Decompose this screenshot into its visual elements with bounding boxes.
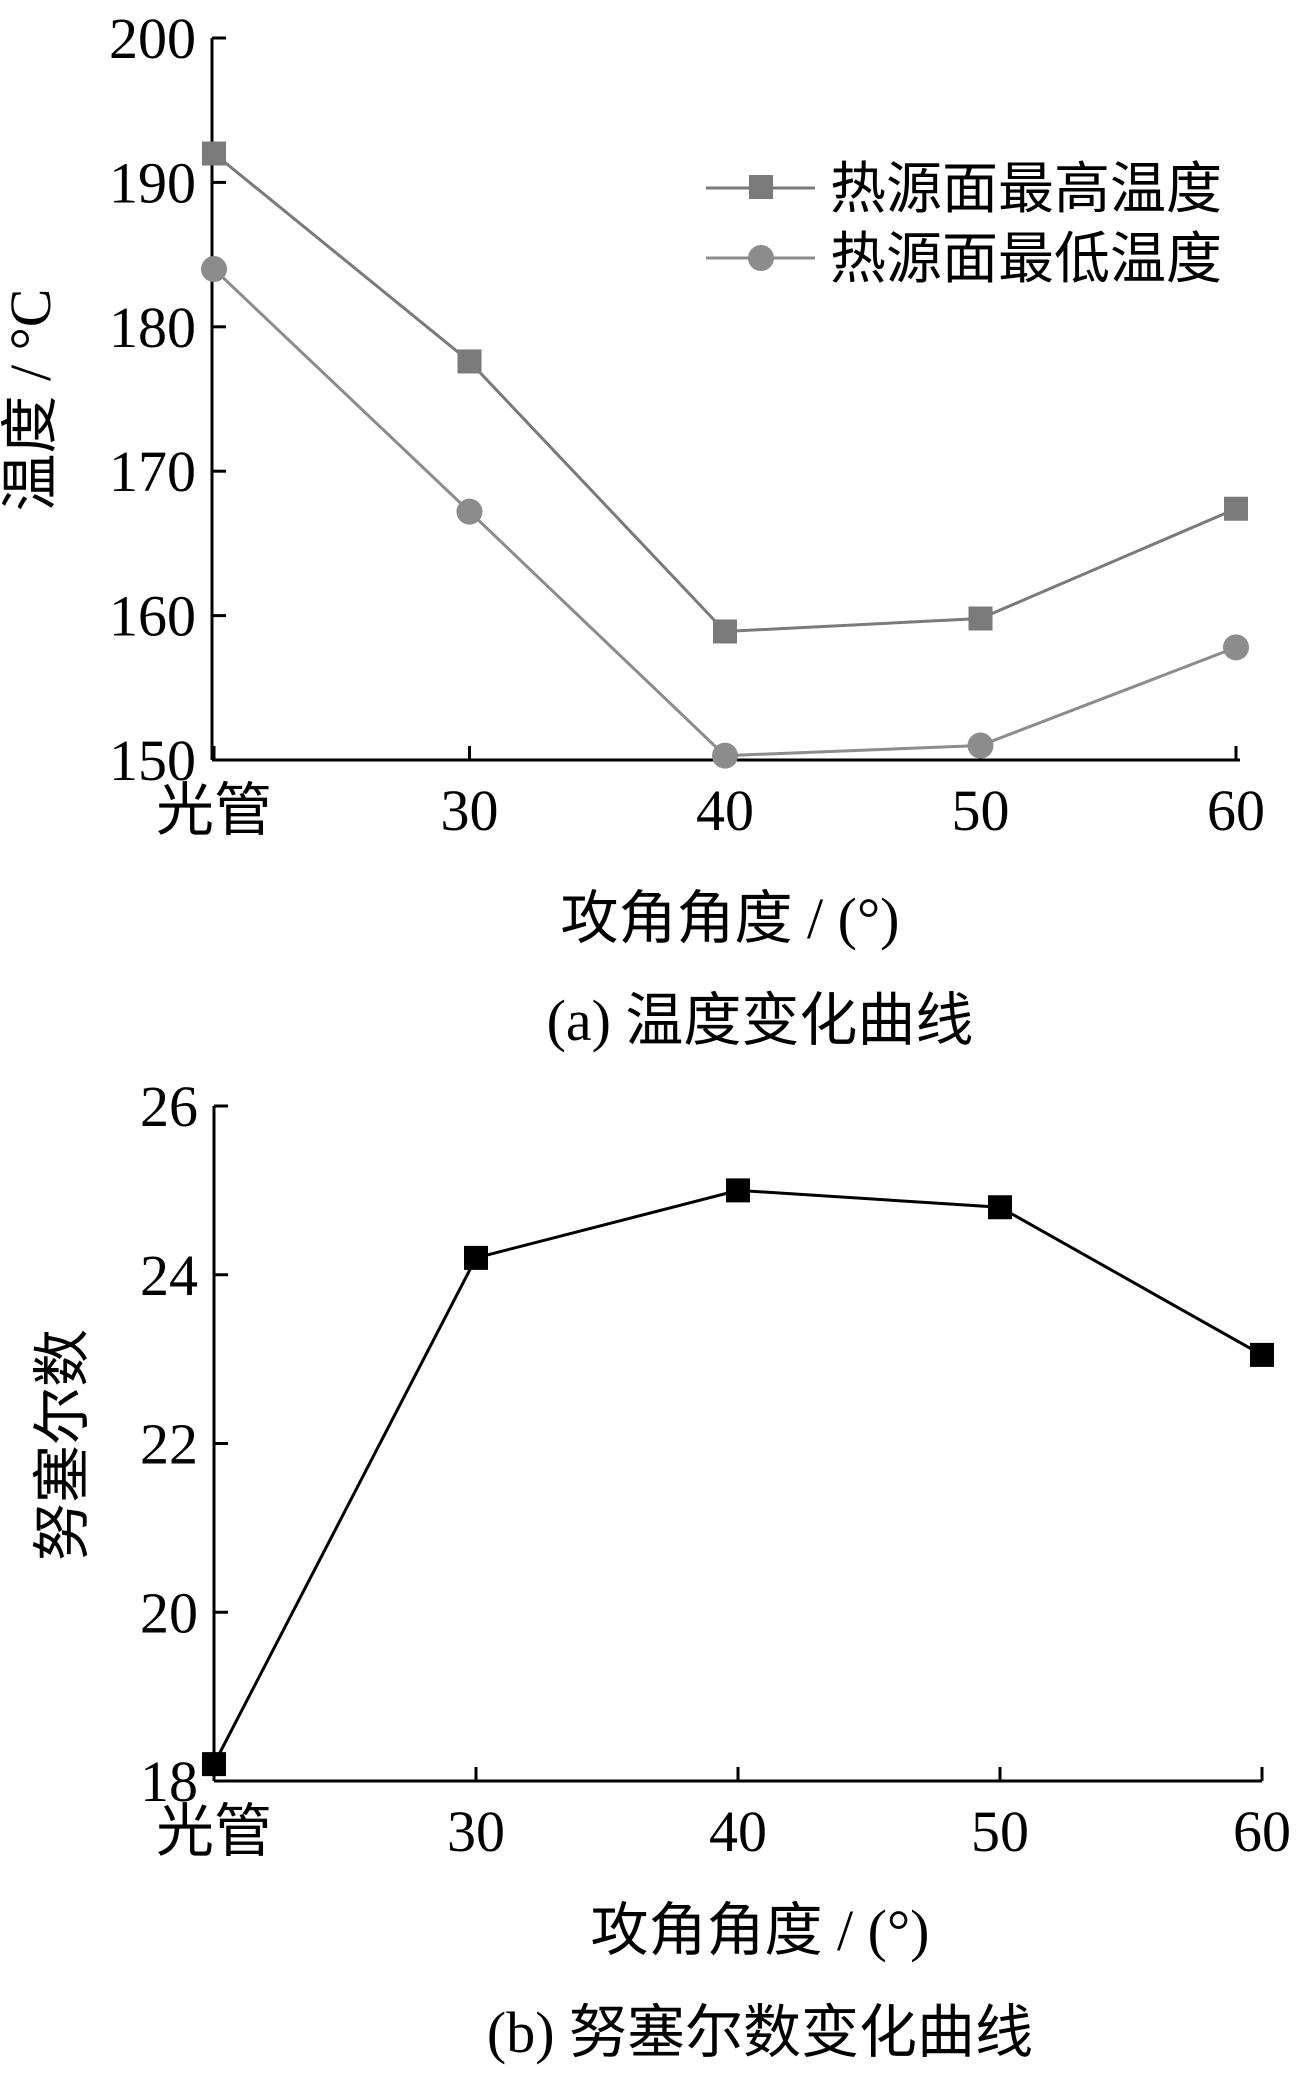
nusselt-series — [202, 1178, 1274, 1777]
y-tick-label: 26 — [140, 1074, 198, 1139]
data-point-circle — [712, 742, 738, 769]
y-tick-label: 24 — [140, 1243, 198, 1308]
legend-square-marker — [749, 175, 773, 199]
x-tick-label: 光管 — [156, 778, 272, 843]
temperature-y-axis-title: 温度 / °C — [0, 289, 63, 512]
data-point-circle — [967, 732, 994, 759]
nusselt-y-ticks: 18 20 22 24 26 — [140, 1074, 228, 1814]
y-tick-label: 170 — [109, 439, 196, 504]
data-point-circle — [456, 498, 483, 525]
y-tick-label: 190 — [109, 150, 196, 215]
x-tick-label: 30 — [441, 778, 499, 843]
data-point-circle — [1223, 634, 1249, 661]
legend-label-min: 热源面最低温度 — [830, 229, 1222, 291]
y-tick-label: 18 — [140, 1749, 198, 1814]
x-tick-label: 60 — [1207, 778, 1265, 843]
nusselt-chart-panel: 18 20 22 24 26 光管 30 40 50 60 努塞尔数 攻角角度 / (°) (b… — [30, 1074, 1291, 2065]
temperature-x-axis-title: 攻角角度 / (°) — [561, 886, 900, 951]
data-point-square — [457, 349, 482, 374]
nusselt-chart-caption: (b) 努塞尔数变化曲线 — [487, 2000, 1033, 2065]
temperature-series — [201, 141, 1249, 769]
x-tick-label: 50 — [952, 778, 1010, 843]
y-tick-label: 20 — [140, 1580, 198, 1645]
nusselt-x-axis-title: 攻角角度 / (°) — [591, 1898, 930, 1963]
legend-item-max-temperature: 热源面最高温度 — [706, 159, 1222, 221]
data-point-square — [202, 1752, 226, 1777]
series-line — [212, 1188, 1263, 1765]
temperature-y-ticks: 150 160 170 180 190 200 — [109, 6, 226, 793]
nusselt-x-ticks: 光管 30 40 50 60 — [156, 1767, 1291, 1864]
x-tick-label: 光管 — [156, 1799, 272, 1864]
legend-item-min-temperature: 热源面最低温度 — [706, 229, 1222, 291]
data-point-square — [1224, 496, 1248, 521]
y-tick-label: 160 — [109, 584, 196, 649]
data-point-square — [726, 1178, 750, 1203]
data-point-square — [968, 606, 993, 631]
y-tick-label: 150 — [109, 728, 196, 793]
data-point-square — [202, 141, 226, 166]
data-point-square — [1250, 1342, 1274, 1367]
series-line — [213, 152, 1237, 634]
nusselt-chart-axes — [212, 1106, 1262, 1783]
x-tick-label: 30 — [447, 1799, 505, 1864]
data-point-circle — [201, 256, 227, 283]
x-tick-label: 60 — [1233, 1799, 1291, 1864]
y-tick-label: 180 — [109, 295, 196, 360]
series-line — [212, 267, 1237, 758]
temperature-x-ticks: 光管 30 40 50 60 — [156, 746, 1265, 843]
temperature-legend: 热源面最高温度 热源面最低温度 — [706, 159, 1222, 291]
temperature-chart-axes — [210, 38, 1240, 762]
data-point-square — [713, 619, 737, 644]
data-point-square — [988, 1195, 1012, 1220]
temperature-chart-panel: 150 160 170 180 190 200 光管 30 40 50 60 温度 / °C 攻角… — [0, 6, 1265, 1053]
x-tick-label: 50 — [971, 1799, 1029, 1864]
legend-label-max: 热源面最高温度 — [830, 159, 1222, 221]
data-point-square — [464, 1245, 488, 1270]
x-tick-label: 40 — [709, 1799, 767, 1864]
legend-circle-marker — [748, 245, 774, 271]
y-tick-label: 22 — [140, 1412, 198, 1477]
nusselt-y-axis-title: 努塞尔数 — [30, 1329, 95, 1561]
temperature-chart-caption: (a) 温度变化曲线 — [547, 988, 974, 1053]
x-tick-label: 40 — [696, 778, 754, 843]
y-tick-label: 200 — [109, 6, 196, 71]
